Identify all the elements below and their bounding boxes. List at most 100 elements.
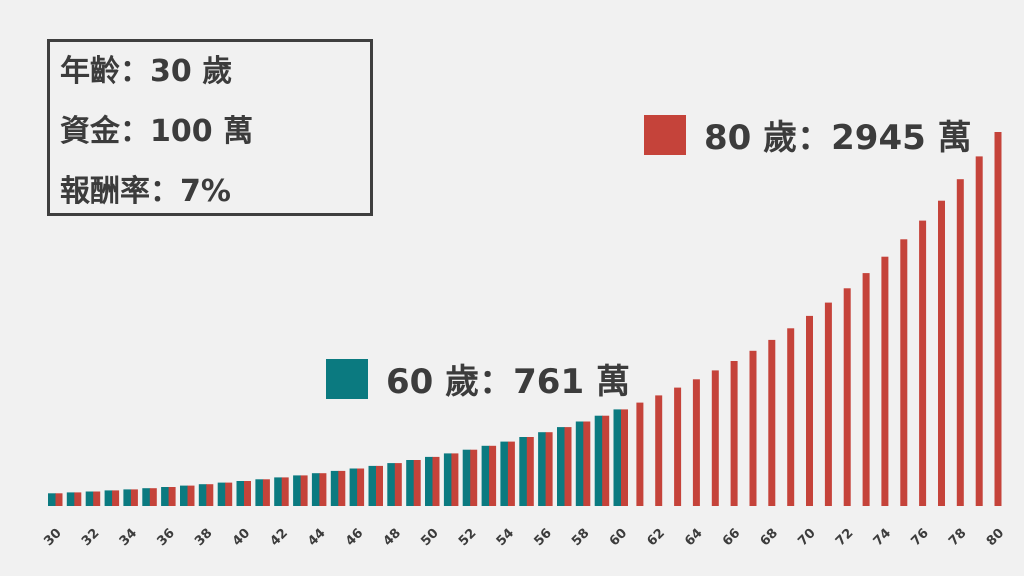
bar-teal-32: [85, 491, 94, 506]
bar-teal-56: [538, 432, 547, 506]
bar-teal-40: [236, 481, 245, 506]
bar-teal-42: [274, 477, 283, 506]
bar-teal-37: [180, 485, 188, 506]
bar-red-33: [112, 490, 120, 506]
bar-teal-36: [161, 487, 170, 506]
bar-red-64: [692, 379, 700, 506]
legend-swatch-60: [326, 358, 368, 399]
bar-red-43: [300, 475, 308, 506]
x-tick-label: 50: [418, 526, 441, 549]
bar-red-52: [470, 449, 478, 506]
bar-teal-52: [462, 449, 471, 506]
bar-teal-34: [123, 489, 132, 506]
bar-red-73: [862, 273, 870, 506]
bar-red-37: [187, 485, 195, 506]
bar-red-49: [413, 460, 421, 506]
bar-red-30: [55, 493, 63, 506]
x-tick-label: 66: [720, 526, 743, 549]
bar-red-41: [262, 479, 270, 506]
bar-red-57: [564, 427, 572, 506]
x-tick-label: 56: [531, 526, 554, 549]
bar-red-53: [489, 445, 497, 506]
legend-label-80: 80 歲：2945 萬: [704, 118, 972, 158]
x-tick-label: 48: [381, 526, 404, 549]
bar-red-44: [319, 473, 327, 506]
bar-teal-33: [104, 490, 113, 506]
bar-red-62: [655, 395, 663, 506]
bar-teal-44: [311, 473, 320, 506]
x-tick-label: 30: [41, 526, 64, 549]
x-tick-label: 64: [682, 526, 705, 549]
bar-red-69: [787, 328, 795, 506]
bar-red-54: [507, 441, 515, 506]
bar-red-36: [168, 487, 176, 506]
bar-teal-45: [330, 470, 339, 506]
bar-red-80: [994, 132, 1002, 506]
bar-teal-55: [519, 437, 528, 506]
bar-red-70: [806, 315, 813, 506]
x-tick-label: 52: [456, 526, 479, 549]
return-rate-line: 報酬率：7%: [60, 174, 231, 209]
bar-red-61: [636, 402, 644, 506]
x-tick-label: 80: [984, 526, 1007, 549]
bar-red-51: [451, 453, 459, 506]
x-tick-label: 54: [494, 526, 517, 549]
bar-teal-46: [349, 468, 358, 506]
bar-teal-30: [48, 493, 56, 506]
x-tick-label: 38: [192, 526, 215, 549]
legend-60: 60 歲：761 萬: [326, 354, 630, 403]
bar-teal-50: [425, 456, 433, 506]
legend-swatch-80: [644, 114, 686, 155]
x-tick-label: 74: [871, 526, 894, 549]
bar-red-60: [621, 409, 628, 506]
bar-teal-54: [500, 441, 509, 506]
x-tick-label: 78: [946, 526, 969, 549]
bar-teal-48: [387, 463, 396, 506]
bar-red-79: [975, 156, 983, 506]
bar-red-35: [149, 488, 157, 506]
bar-red-74: [881, 256, 889, 506]
bar-red-39: [225, 482, 233, 506]
bar-teal-31: [66, 492, 75, 506]
bar-teal-60: [613, 409, 622, 506]
x-tick-label: 58: [569, 526, 592, 549]
bar-red-38: [206, 484, 214, 506]
bar-red-34: [130, 489, 138, 506]
x-tick-label: 42: [268, 526, 291, 549]
bar-red-71: [824, 302, 832, 506]
legend-label-60: 60 歲：761 萬: [386, 362, 630, 402]
bar-teal-51: [443, 453, 452, 506]
x-tick-label: 62: [645, 526, 668, 549]
x-tick-label: 60: [607, 526, 630, 549]
x-tick-label: 70: [795, 526, 818, 549]
bar-teal-49: [406, 460, 415, 506]
bar-red-68: [768, 339, 776, 506]
bar-red-48: [394, 463, 402, 506]
bar-red-46: [357, 468, 365, 506]
bar-red-31: [74, 492, 82, 506]
bar-red-66: [730, 361, 738, 506]
bar-red-45: [338, 470, 346, 506]
x-tick-label: 72: [833, 526, 856, 549]
legend-80: 80 歲：2945 萬: [644, 110, 972, 159]
x-tick-label: 34: [117, 526, 140, 549]
bar-teal-47: [368, 465, 377, 506]
bar-teal-38: [198, 484, 207, 506]
x-tick-label: 76: [908, 526, 931, 549]
age-line: 年齡：30 歲: [60, 54, 233, 89]
info-box: 年齡：30 歲 資金：100 萬 報酬率：7%: [47, 39, 373, 216]
bar-teal-53: [481, 445, 490, 506]
bar-red-59: [602, 415, 610, 506]
bar-red-63: [674, 387, 682, 506]
bar-red-76: [919, 220, 927, 506]
x-tick-label: 32: [79, 526, 102, 549]
bar-red-47: [376, 465, 383, 506]
bar-red-50: [432, 456, 440, 506]
x-tick-label: 36: [154, 526, 177, 549]
bar-red-75: [900, 239, 908, 507]
bar-teal-43: [293, 475, 302, 506]
x-tick-label: 40: [230, 526, 253, 549]
x-tick-label: 46: [343, 526, 366, 549]
